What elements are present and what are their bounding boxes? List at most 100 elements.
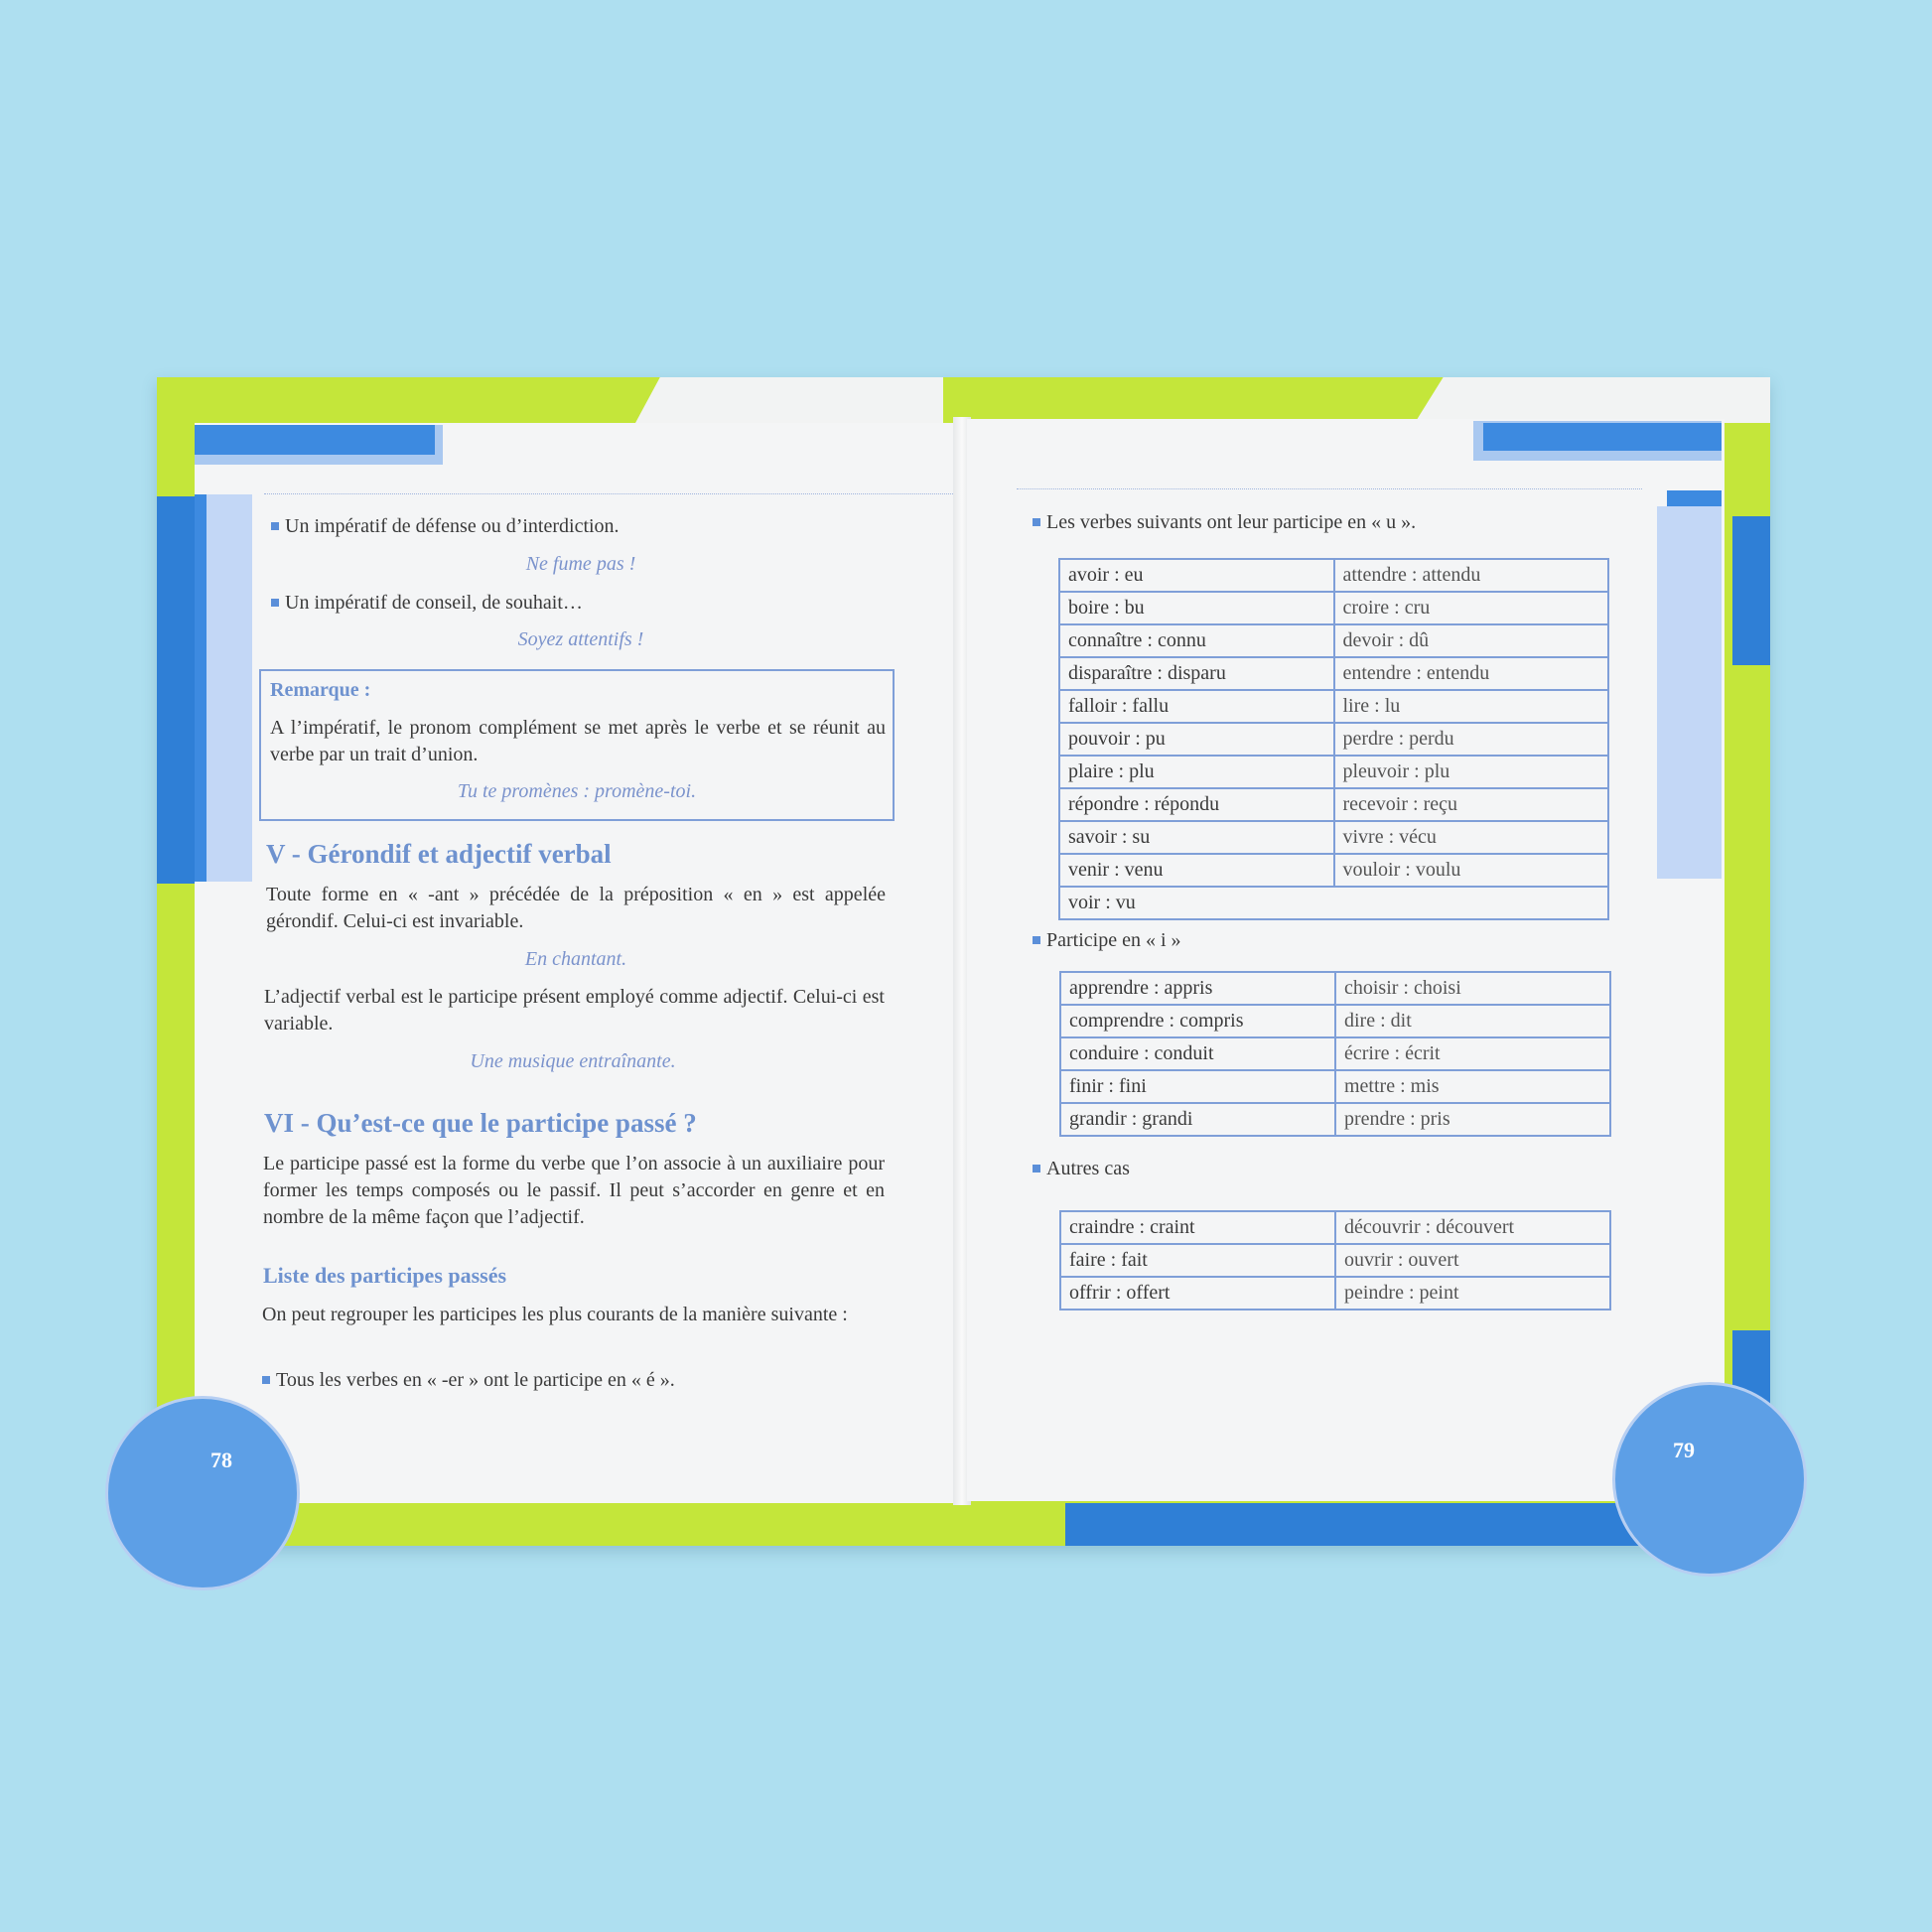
table-cell: lire : lu	[1332, 689, 1609, 724]
table-row: répondre : répondu recevoir : reçu	[1058, 787, 1609, 822]
table-row: boire : bu croire : cru	[1058, 591, 1609, 625]
table-cell: vivre : vécu	[1332, 820, 1609, 855]
bullet-text: Tous les verbes en « -er » ont le partic…	[276, 1369, 675, 1391]
bullet-icon	[271, 599, 279, 607]
page-number-79: 79	[1673, 1438, 1695, 1462]
table-cell: mettre : mis	[1334, 1069, 1611, 1104]
table-cell: dire : dit	[1334, 1004, 1611, 1038]
table-cell: plaire : plu	[1058, 755, 1335, 789]
remark-example: Tu te promènes : promène-toi.	[457, 780, 697, 802]
table-row: venir : venu vouloir : voulu	[1058, 853, 1609, 888]
table-cell: attendre : attendu	[1332, 558, 1609, 593]
table-cell: craindre : craint	[1059, 1210, 1336, 1245]
bullet-item: Participe en « i »	[1033, 927, 1181, 954]
table-row: craindre : craint découvrir : découvert	[1059, 1210, 1611, 1245]
table-row: apprendre : appris choisir : choisi	[1059, 971, 1611, 1006]
cover-right-blue-stripe-top	[1732, 516, 1770, 665]
section-heading-v: V - Gérondif et adjectif verbal	[266, 839, 612, 869]
table-cell: découvrir : découvert	[1334, 1210, 1611, 1245]
right-blue-strip	[1657, 506, 1722, 879]
top-blue-bar-dark	[195, 425, 435, 455]
table-cell: grandir : grandi	[1059, 1102, 1336, 1137]
bullet-icon	[271, 522, 279, 530]
table-row: savoir : su vivre : vécu	[1058, 820, 1609, 855]
bullet-text: Autres cas	[1046, 1158, 1130, 1179]
table-cell: choisir : choisi	[1334, 971, 1611, 1006]
remark-box: Remarque : A l’impératif, le pronom comp…	[259, 669, 895, 821]
participle-table-i: apprendre : appris choisir : choisi compre…	[1059, 971, 1611, 1137]
table-row: plaire : plu pleuvoir : plu	[1058, 755, 1609, 789]
table-cell: entendre : entendu	[1332, 656, 1609, 691]
table-cell: peindre : peint	[1334, 1276, 1611, 1311]
table-cell: connaître : connu	[1058, 623, 1335, 658]
table-row: conduire : conduit écrire : écrit	[1059, 1036, 1611, 1071]
left-page	[105, 423, 961, 1590]
table-row: avoir : eu attendre : attendu	[1058, 558, 1609, 593]
table-row: offrir : offert peindre : peint	[1059, 1276, 1611, 1311]
cover-top-white-left	[635, 377, 943, 423]
table-cell: vouloir : voulu	[1332, 853, 1609, 888]
table-row: voir : vu	[1058, 886, 1609, 920]
bullet-item: Un impératif de conseil, de souhait…	[271, 590, 583, 617]
table-cell: avoir : eu	[1058, 558, 1335, 593]
table-cell: comprendre : compris	[1059, 1004, 1336, 1038]
book-spine	[953, 417, 971, 1505]
example-text: Soyez attentifs !	[517, 628, 644, 650]
table-row: grandir : grandi prendre : pris	[1059, 1102, 1611, 1137]
table-cell: apprendre : appris	[1059, 971, 1336, 1006]
table-cell: devoir : dû	[1332, 623, 1609, 658]
top-dotted-rule	[1017, 488, 1642, 489]
table-cell: recevoir : reçu	[1332, 787, 1609, 822]
paragraph: Le participe passé est la forme du verbe…	[263, 1153, 885, 1228]
table-cell: croire : cru	[1332, 591, 1609, 625]
table-cell: écrire : écrit	[1334, 1036, 1611, 1071]
example-text: En chantant.	[524, 948, 627, 970]
table-row: faire : fait ouvrir : ouvert	[1059, 1243, 1611, 1278]
bullet-item: Les verbes suivants ont leur participe e…	[1033, 509, 1416, 536]
table-cell: savoir : su	[1058, 820, 1335, 855]
example-text: Ne fume pas !	[525, 553, 636, 575]
bullet-item: Un impératif de défense ou d’interdictio…	[271, 513, 620, 540]
participle-table-other: craindre : craint découvrir : découvert fa…	[1059, 1210, 1611, 1311]
section-heading-vi: VI - Qu’est-ce que le participe passé ?	[264, 1108, 697, 1138]
page-corner-circle	[1612, 1382, 1807, 1577]
table-cell: finir : fini	[1059, 1069, 1336, 1104]
bullet-item: Tous les verbes en « -er » ont le partic…	[262, 1367, 675, 1394]
page-corner-circle	[105, 1396, 300, 1590]
table-row: connaître : connu devoir : dû	[1058, 623, 1609, 658]
paragraph: Toute forme en « -ant » précédée de la p…	[266, 884, 886, 932]
left-blue-strip-dark	[195, 494, 207, 882]
participle-table-u: avoir : eu attendre : attendu boire : bu cr…	[1058, 558, 1609, 920]
bullet-icon	[262, 1376, 270, 1384]
bullet-icon	[1033, 518, 1040, 526]
paragraph: On peut regrouper les participes les plu…	[262, 1304, 848, 1325]
table-row: falloir : fallu lire : lu	[1058, 689, 1609, 724]
bullet-text: Un impératif de défense ou d’interdictio…	[285, 515, 620, 537]
right-blue-strip-dark	[1667, 490, 1722, 506]
bullet-icon	[1033, 936, 1040, 944]
bullet-text: Un impératif de conseil, de souhait…	[285, 592, 583, 614]
bullet-icon	[1033, 1165, 1040, 1173]
top-blue-bar-dark	[1483, 423, 1722, 451]
table-row: pouvoir : pu perdre : perdu	[1058, 722, 1609, 757]
bullet-item: Autres cas	[1033, 1156, 1130, 1182]
table-cell: boire : bu	[1058, 591, 1335, 625]
table-cell: répondre : répondu	[1058, 787, 1335, 822]
cover-left-blue-stripe	[157, 496, 199, 884]
table-cell: voir : vu	[1058, 886, 1609, 920]
bullet-text: Participe en « i »	[1046, 929, 1181, 951]
table-cell: perdre : perdu	[1332, 722, 1609, 757]
subheading: Liste des participes passés	[263, 1263, 507, 1288]
table-cell: faire : fait	[1059, 1243, 1336, 1278]
table-cell: pleuvoir : plu	[1332, 755, 1609, 789]
table-cell: ouvrir : ouvert	[1334, 1243, 1611, 1278]
example-text: Une musique entraînante.	[470, 1050, 676, 1072]
table-row: comprendre : compris dire : dit	[1059, 1004, 1611, 1038]
remark-text: A l’impératif, le pronom complément se m…	[270, 717, 886, 765]
table-cell: venir : venu	[1058, 853, 1335, 888]
table-cell: conduire : conduit	[1059, 1036, 1336, 1071]
cover-top-white-right	[1415, 377, 1770, 423]
table-cell: disparaître : disparu	[1058, 656, 1335, 691]
remark-title: Remarque :	[270, 679, 371, 701]
table-cell: pouvoir : pu	[1058, 722, 1335, 757]
